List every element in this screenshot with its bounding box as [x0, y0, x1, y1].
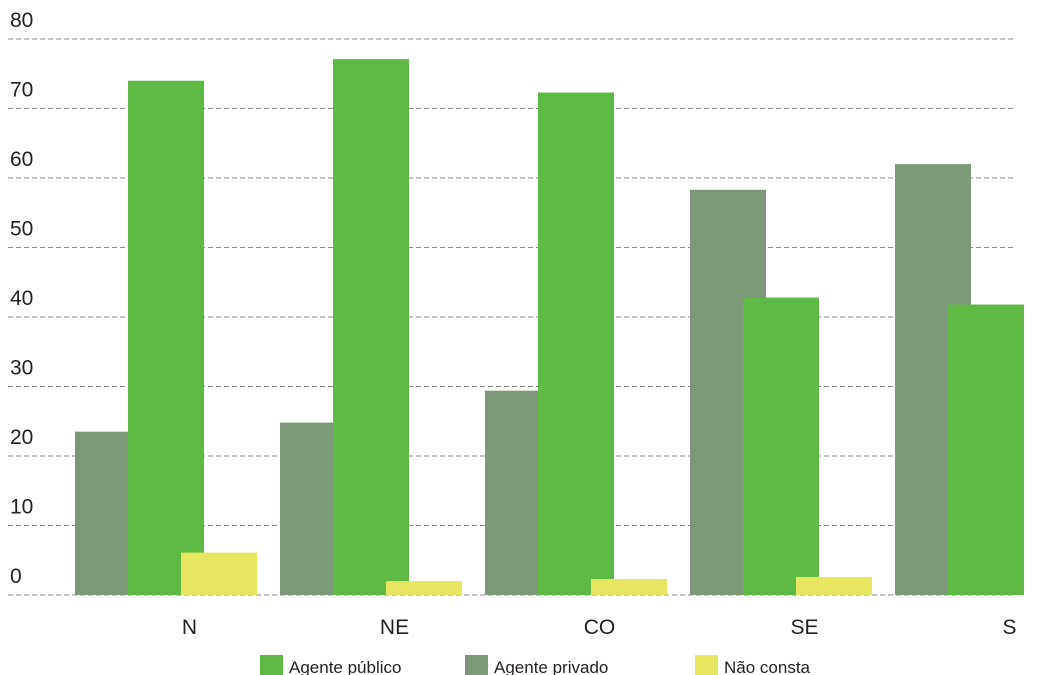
bar-co-n-o-consta	[591, 579, 667, 595]
y-tick-label: 30	[10, 357, 33, 380]
legend-swatch	[695, 655, 718, 675]
bar-se-agente-p-blico	[743, 297, 819, 595]
bar-n-n-o-consta	[181, 552, 257, 595]
y-tick-label: 10	[10, 496, 33, 519]
x-tick-label: S	[1002, 616, 1016, 639]
x-tick-label: N	[182, 616, 197, 639]
bar-ne-n-o-consta	[386, 581, 462, 595]
bar-s-agente-p-blico	[948, 304, 1024, 595]
y-tick-label: 70	[10, 79, 33, 102]
legend-swatch	[465, 655, 488, 675]
bar-se-n-o-consta	[796, 576, 872, 595]
y-tick-label: 50	[10, 218, 33, 241]
y-tick-label: 20	[10, 426, 33, 449]
y-tick-label: 40	[10, 287, 33, 310]
y-axis-ticks: 0 10 20 30 40 50 60 70 80	[10, 9, 33, 588]
legend-label: Agente privado	[494, 658, 608, 675]
legend-label: Agente público	[289, 658, 401, 675]
legend-label: Não consta	[724, 658, 811, 675]
x-tick-label: SE	[790, 616, 818, 639]
x-tick-label: CO	[584, 616, 616, 639]
y-tick-label: 0	[10, 565, 22, 588]
bar-co-agente-p-blico	[538, 92, 614, 595]
legend-swatch	[260, 655, 283, 675]
x-axis-ticks: N NE CO SE S	[182, 616, 1017, 639]
legend: Agente público Agente privado Não consta	[260, 655, 811, 675]
x-tick-label: NE	[380, 616, 409, 639]
bar-ne-agente-p-blico	[333, 59, 409, 595]
bars	[75, 59, 1024, 595]
bar-n-agente-p-blico	[128, 80, 204, 595]
y-tick-label: 80	[10, 9, 33, 32]
y-tick-label: 60	[10, 148, 33, 171]
